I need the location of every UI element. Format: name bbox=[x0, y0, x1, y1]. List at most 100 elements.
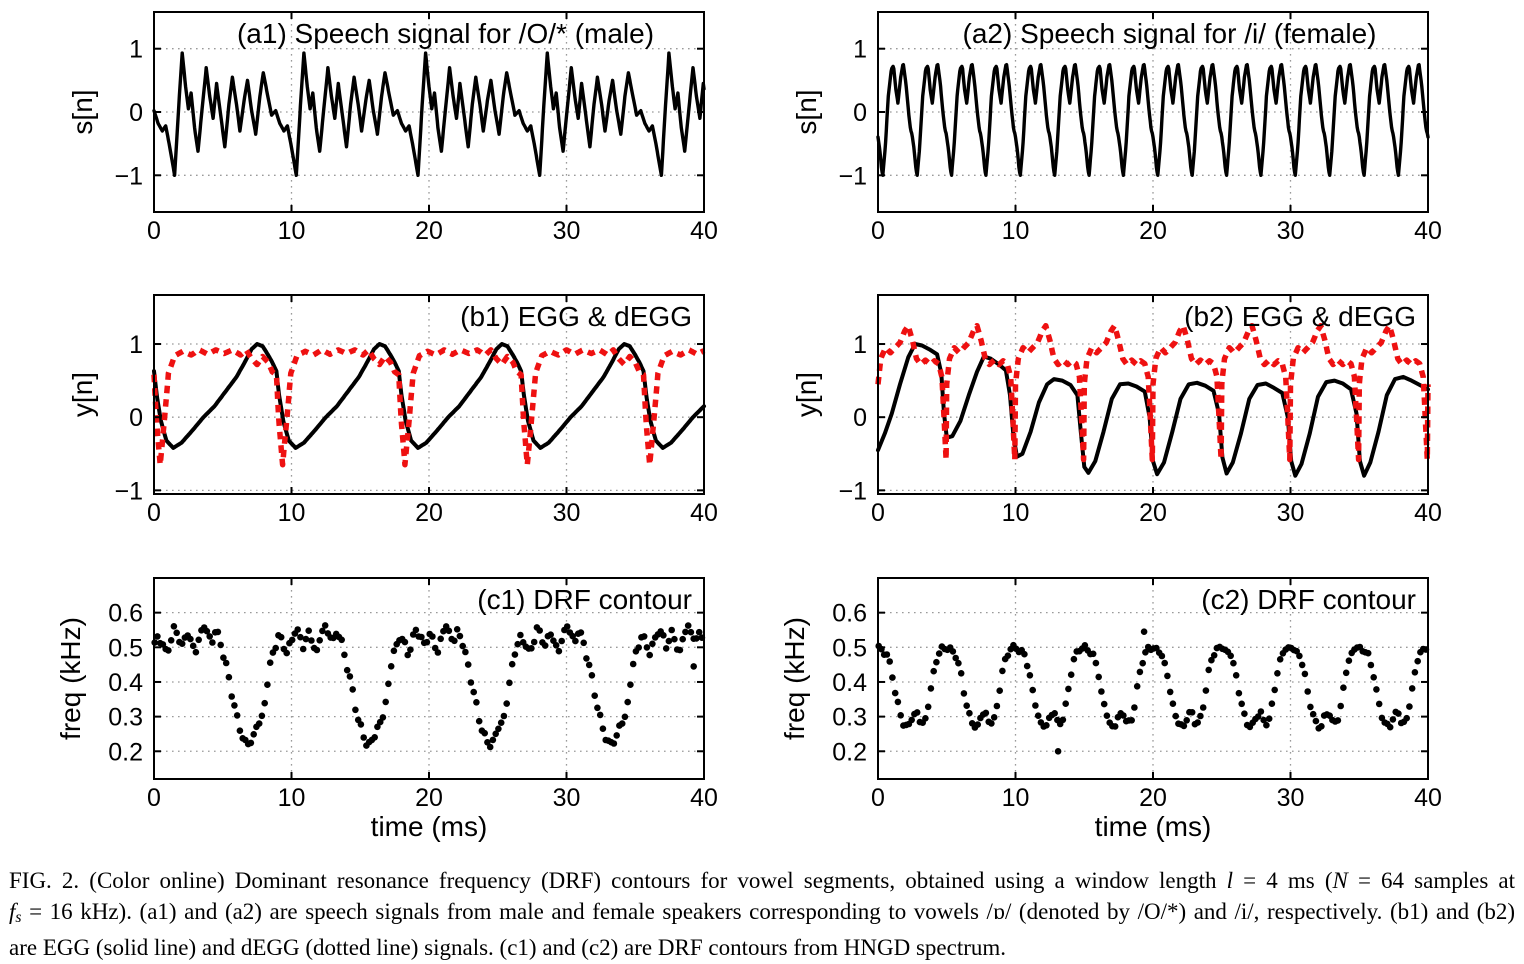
tick-marks bbox=[153, 295, 705, 494]
a1-series-speech-male bbox=[152, 51, 706, 177]
svg-text:−1: −1 bbox=[114, 477, 143, 505]
svg-text:0: 0 bbox=[129, 99, 143, 127]
caption-text: are EGG (solid line) and dEGG (dotted li… bbox=[9, 935, 1007, 960]
caption-text: = 4 ms ( bbox=[1233, 868, 1333, 893]
svg-text:30: 30 bbox=[1277, 784, 1305, 812]
a2-series-speech-female bbox=[876, 63, 1430, 177]
svg-text:0: 0 bbox=[147, 784, 161, 812]
svg-text:−1: −1 bbox=[838, 162, 867, 190]
b1-series-degg bbox=[151, 347, 707, 468]
svg-text:0.5: 0.5 bbox=[832, 634, 867, 662]
svg-text:−1: −1 bbox=[114, 162, 143, 190]
panel-title-a2: (a2) Speech signal for /i/ (female) bbox=[963, 18, 1377, 49]
svg-text:1: 1 bbox=[129, 331, 143, 359]
tick-marks bbox=[877, 12, 1429, 212]
caption-line: fs = 16 kHz). (a1) and (a2) are speech s… bbox=[9, 897, 1515, 933]
svg-text:0.2: 0.2 bbox=[832, 738, 867, 766]
x-axis-label-c2: time (ms) bbox=[1095, 811, 1212, 842]
svg-text:0.4: 0.4 bbox=[108, 669, 143, 697]
svg-text:40: 40 bbox=[1414, 499, 1442, 527]
svg-text:10: 10 bbox=[278, 217, 306, 245]
panel-title-b1: (b1) EGG & dEGG bbox=[460, 301, 692, 332]
svg-text:10: 10 bbox=[1002, 499, 1030, 527]
svg-text:0.2: 0.2 bbox=[108, 738, 143, 766]
svg-text:30: 30 bbox=[553, 217, 581, 245]
y-axis-label-c2: freq (kHz) bbox=[779, 617, 810, 740]
svg-text:40: 40 bbox=[690, 499, 718, 527]
panel-title-c1: (c1) DRF contour bbox=[477, 584, 692, 615]
y-axis-label-b2: y[n] bbox=[791, 372, 822, 417]
tick-labels: 0 10 20 30 40 0.2 0.3 0.4 0.5 0.6 bbox=[832, 600, 1442, 812]
svg-text:0: 0 bbox=[853, 99, 867, 127]
svg-text:20: 20 bbox=[1139, 217, 1167, 245]
svg-text:20: 20 bbox=[1139, 499, 1167, 527]
svg-text:40: 40 bbox=[690, 784, 718, 812]
y-axis-label-a1: s[n] bbox=[67, 89, 98, 134]
tick-labels: 0 10 20 30 40−101 bbox=[838, 36, 1441, 245]
caption-text: N bbox=[1332, 868, 1348, 893]
caption-text: f bbox=[9, 898, 16, 924]
svg-text:40: 40 bbox=[1414, 217, 1442, 245]
svg-text:1: 1 bbox=[853, 331, 867, 359]
figure-caption: FIG. 2. (Color online) Dominant resonanc… bbox=[9, 866, 1515, 964]
svg-text:0: 0 bbox=[129, 404, 143, 432]
svg-text:0: 0 bbox=[147, 499, 161, 527]
tick-labels: 0 10 20 30 40−101 bbox=[114, 36, 717, 245]
svg-text:0.6: 0.6 bbox=[108, 600, 143, 628]
svg-text:30: 30 bbox=[1277, 217, 1305, 245]
tick-marks bbox=[153, 578, 705, 779]
svg-text:0.6: 0.6 bbox=[832, 600, 867, 628]
svg-text:0.3: 0.3 bbox=[832, 704, 867, 732]
svg-text:20: 20 bbox=[415, 217, 443, 245]
caption-line: are EGG (solid line) and dEGG (dotted li… bbox=[9, 933, 1515, 964]
svg-text:20: 20 bbox=[415, 499, 443, 527]
b2-series-degg bbox=[875, 322, 1431, 463]
svg-text:20: 20 bbox=[415, 784, 443, 812]
panel-c1: 0 10 20 30 40 0.2 0.3 0.4 0.5 0.6 (c1) DRF contour… bbox=[55, 577, 718, 842]
panel-c2: 0 10 20 30 40 0.2 0.3 0.4 0.5 0.6 (c2) DRF contour… bbox=[779, 577, 1442, 842]
caption-text: s bbox=[15, 908, 22, 926]
caption-text: = 16 kHz). (a1) and (a2) are speech sign… bbox=[21, 898, 1515, 924]
svg-text:0.5: 0.5 bbox=[108, 634, 143, 662]
tick-labels: 0 10 20 30 40−101 bbox=[838, 331, 1441, 527]
svg-text:−1: −1 bbox=[838, 477, 867, 505]
caption-text: = 64 samples at bbox=[1347, 868, 1515, 893]
svg-text:0: 0 bbox=[147, 217, 161, 245]
svg-text:10: 10 bbox=[1002, 217, 1030, 245]
svg-text:0: 0 bbox=[853, 404, 867, 432]
caption-text: FIG. 2. (Color online) Dominant resonanc… bbox=[9, 868, 1227, 893]
svg-text:0: 0 bbox=[871, 784, 885, 812]
y-axis-label-b1: y[n] bbox=[67, 372, 98, 417]
svg-text:0.4: 0.4 bbox=[832, 669, 867, 697]
tick-marks bbox=[153, 12, 705, 212]
tick-marks bbox=[877, 578, 1429, 779]
figure-plots: 0 10 20 30 40−101(a1) Speech signal for /O/*… bbox=[55, 11, 1442, 842]
svg-text:1: 1 bbox=[853, 36, 867, 64]
svg-text:20: 20 bbox=[1139, 784, 1167, 812]
svg-text:10: 10 bbox=[1002, 784, 1030, 812]
panel-title-a1: (a1) Speech signal for /O/* (male) bbox=[237, 18, 654, 49]
svg-text:30: 30 bbox=[553, 784, 581, 812]
panel-a2: 0 10 20 30 40−101(a2) Speech signal for /i/ … bbox=[791, 11, 1442, 245]
y-axis-label-c1: freq (kHz) bbox=[55, 617, 86, 740]
y-axis-label-a2: s[n] bbox=[791, 89, 822, 134]
svg-text:0: 0 bbox=[871, 217, 885, 245]
svg-text:1: 1 bbox=[129, 36, 143, 64]
c2-series-drf bbox=[875, 628, 1430, 755]
svg-text:40: 40 bbox=[1414, 784, 1442, 812]
b1-series-egg bbox=[152, 342, 706, 450]
tick-marks bbox=[877, 295, 1429, 494]
caption-line: FIG. 2. (Color online) Dominant resonanc… bbox=[9, 866, 1515, 897]
svg-text:10: 10 bbox=[278, 784, 306, 812]
panel-a1: 0 10 20 30 40−101(a1) Speech signal for /O/*… bbox=[67, 11, 718, 245]
caption-text: l bbox=[1226, 868, 1234, 893]
c1-series-drf bbox=[151, 622, 706, 751]
tick-labels: 0 10 20 30 40−101 bbox=[114, 331, 717, 527]
svg-text:30: 30 bbox=[1277, 499, 1305, 527]
x-axis-label-c1: time (ms) bbox=[371, 811, 488, 842]
panel-title-c2: (c2) DRF contour bbox=[1201, 584, 1416, 615]
svg-text:0.3: 0.3 bbox=[108, 704, 143, 732]
